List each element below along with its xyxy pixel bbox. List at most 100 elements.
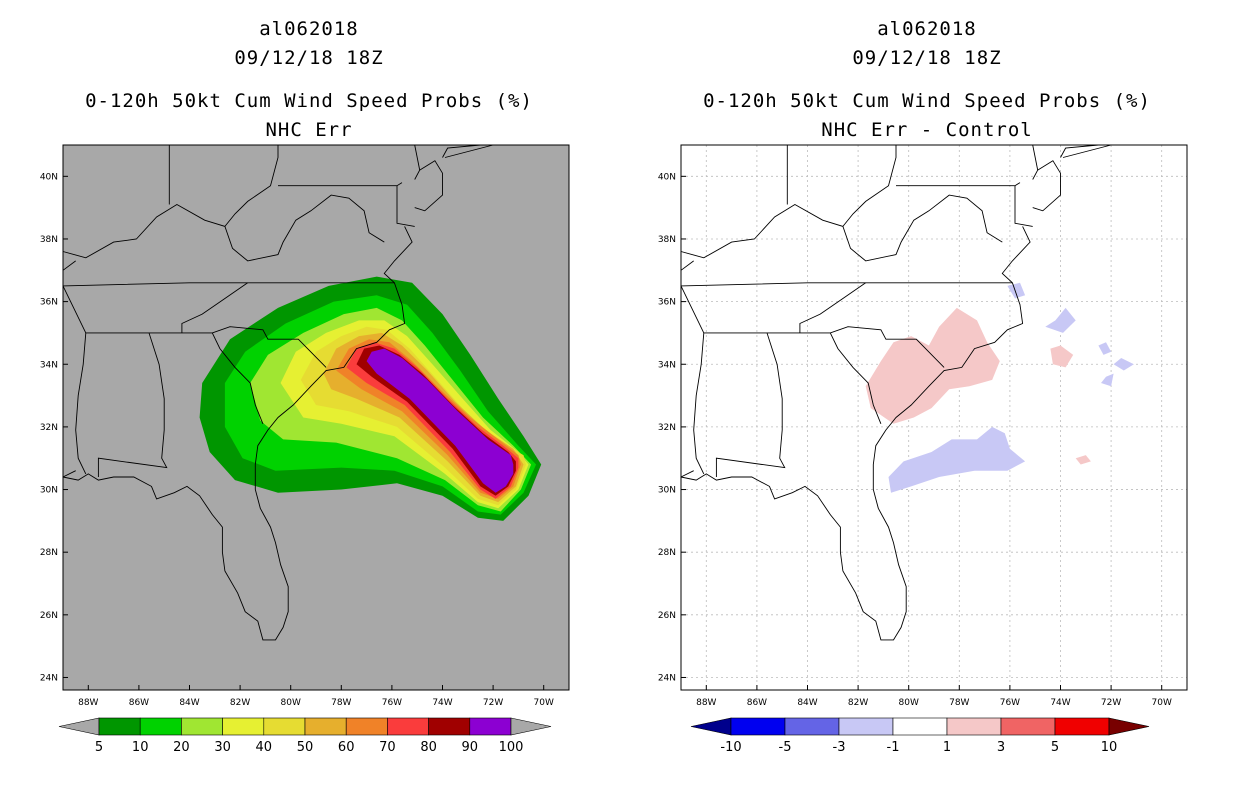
colorbar-swatch (784, 717, 840, 736)
colorbar-swatch (304, 717, 347, 736)
coast-state-outline (680, 226, 1031, 641)
coast-state-outline (1014, 185, 1033, 227)
contour-level--1 (1113, 358, 1134, 371)
contour-level-1 (1075, 455, 1091, 465)
contour-level--1 (1007, 282, 1026, 299)
coast-state-outline (1060, 144, 1099, 158)
colorbar-swatch (222, 717, 265, 736)
coast-state-outline (680, 194, 1003, 262)
x-tick-label: 72W (1101, 698, 1121, 708)
right-title-time: 09/12/18 18Z (852, 47, 1002, 69)
colorbar-extend-high (510, 717, 552, 736)
colorbar-swatch (838, 717, 894, 736)
coast-state-outline (62, 226, 413, 641)
x-tick-label: 80W (281, 698, 301, 708)
colorbar-label: -3 (833, 740, 846, 755)
colorbar-label: -1 (887, 740, 900, 755)
colorbar-swatch (139, 717, 182, 736)
colorbar-swatch (181, 717, 223, 736)
coast-state-outline (444, 144, 494, 158)
colorbar-swatch (387, 717, 429, 736)
colorbar-label: 10 (1101, 740, 1118, 755)
coast-state-outline (680, 260, 694, 271)
coast-state-outline (680, 282, 1013, 287)
y-tick-label: 26N (40, 611, 58, 621)
colorbar-label: 1 (943, 740, 951, 755)
coast-state-outline (799, 282, 866, 333)
contour-level--1 (1098, 342, 1112, 355)
y-tick-label: 32N (40, 423, 58, 433)
coast-state-outline (278, 182, 403, 187)
colorbar-label: -5 (779, 740, 792, 755)
coast-state-outline (181, 282, 248, 333)
coast-state-outline (680, 470, 694, 478)
coast-state-outline (62, 285, 87, 334)
contour-level--1 (1045, 307, 1076, 333)
left-panel: al062018 09/12/18 18Z 0-120h 50kt Cum Wi… (40, 18, 570, 755)
colorbar-label: 100 (499, 740, 524, 755)
y-tick-label: 24N (40, 673, 58, 683)
y-tick-label: 36N (40, 298, 58, 308)
right-map: 24N 26N 28N 30N 32N 34N 36N 38N 40N 88W 86W 84W 82W 8… (658, 144, 1188, 708)
right-colorbar: -10 -5 -3 -1 1 3 5 10 (690, 717, 1150, 755)
y-tick-label: 34N (40, 360, 58, 370)
x-tick-label: 74W (1050, 698, 1070, 708)
colorbar-swatch (892, 717, 948, 736)
coast-state-outline (693, 332, 705, 475)
colorbar-label: 5 (95, 740, 103, 755)
x-tick-label: 84W (179, 698, 199, 708)
y-tick-label: 28N (658, 548, 676, 558)
contour-level-1 (865, 307, 1000, 424)
coast-state-outline (414, 144, 421, 180)
y-tick-label: 34N (658, 360, 676, 370)
coast-state-outline (1032, 160, 1061, 212)
x-tick-label: 88W (696, 698, 716, 708)
x-tick-label: 80W (899, 698, 919, 708)
coast-state-outline (1032, 144, 1039, 180)
coast-state-outline (680, 285, 705, 334)
right-title-sub: NHC Err - Control (821, 119, 1033, 141)
contour-level-1 (1050, 345, 1074, 368)
colorbar-extend-high (1108, 717, 1150, 736)
coast-state-outline (414, 160, 443, 212)
left-colorbar: 5 10 20 30 40 50 60 70 80 90 100 (58, 717, 552, 755)
colorbar-label: 40 (256, 740, 273, 755)
map-frame (680, 144, 1188, 691)
colorbar-label: 90 (462, 740, 479, 755)
map-frame (62, 144, 570, 691)
colorbar-label: 20 (173, 740, 190, 755)
colorbar-label: 30 (214, 740, 231, 755)
coast-state-outline (842, 145, 897, 227)
colorbar-swatch (730, 717, 786, 736)
colorbar-label: -10 (720, 740, 741, 755)
colorbar-swatch (263, 717, 306, 736)
coast-state-outline (829, 332, 882, 424)
x-tick-label: 82W (848, 698, 868, 708)
colorbar-label: 80 (420, 740, 437, 755)
left-title-storm: al062018 (259, 18, 359, 40)
x-tick-label: 76W (382, 698, 402, 708)
y-tick-label: 24N (658, 673, 676, 683)
x-tick-label: 70W (534, 698, 554, 708)
colorbar-swatch (1054, 717, 1110, 736)
y-tick-label: 26N (658, 611, 676, 621)
left-title-product: 0-120h 50kt Cum Wind Speed Probs (%) (85, 90, 533, 112)
coast-state-outline (62, 282, 395, 287)
y-tick-label: 28N (40, 548, 58, 558)
colorbar-extend-low (690, 717, 732, 736)
x-tick-label: 84W (797, 698, 817, 708)
y-tick-label: 38N (40, 235, 58, 245)
y-tick-label: 40N (658, 172, 676, 182)
colorbar-swatch (345, 717, 388, 736)
x-tick-label: 88W (78, 698, 98, 708)
left-title-sub: NHC Err (265, 119, 353, 141)
x-tick-label: 76W (1000, 698, 1020, 708)
contour-level--1 (888, 426, 1026, 493)
right-title-product: 0-120h 50kt Cum Wind Speed Probs (%) (703, 90, 1151, 112)
coast-state-outline (62, 194, 385, 262)
right-map-svg: 24N 26N 28N 30N 32N 34N 36N 38N 40N 88W 86W 84W 82W 8… (658, 144, 1188, 708)
colorbar-swatch (98, 717, 141, 736)
contour-level--1 (1101, 373, 1114, 387)
y-tick-label: 36N (658, 298, 676, 308)
left-map: 24N 26N 28N 30N 32N 34N 36N 38N 40N 88W 86W 84W 82W 8… (40, 144, 570, 708)
